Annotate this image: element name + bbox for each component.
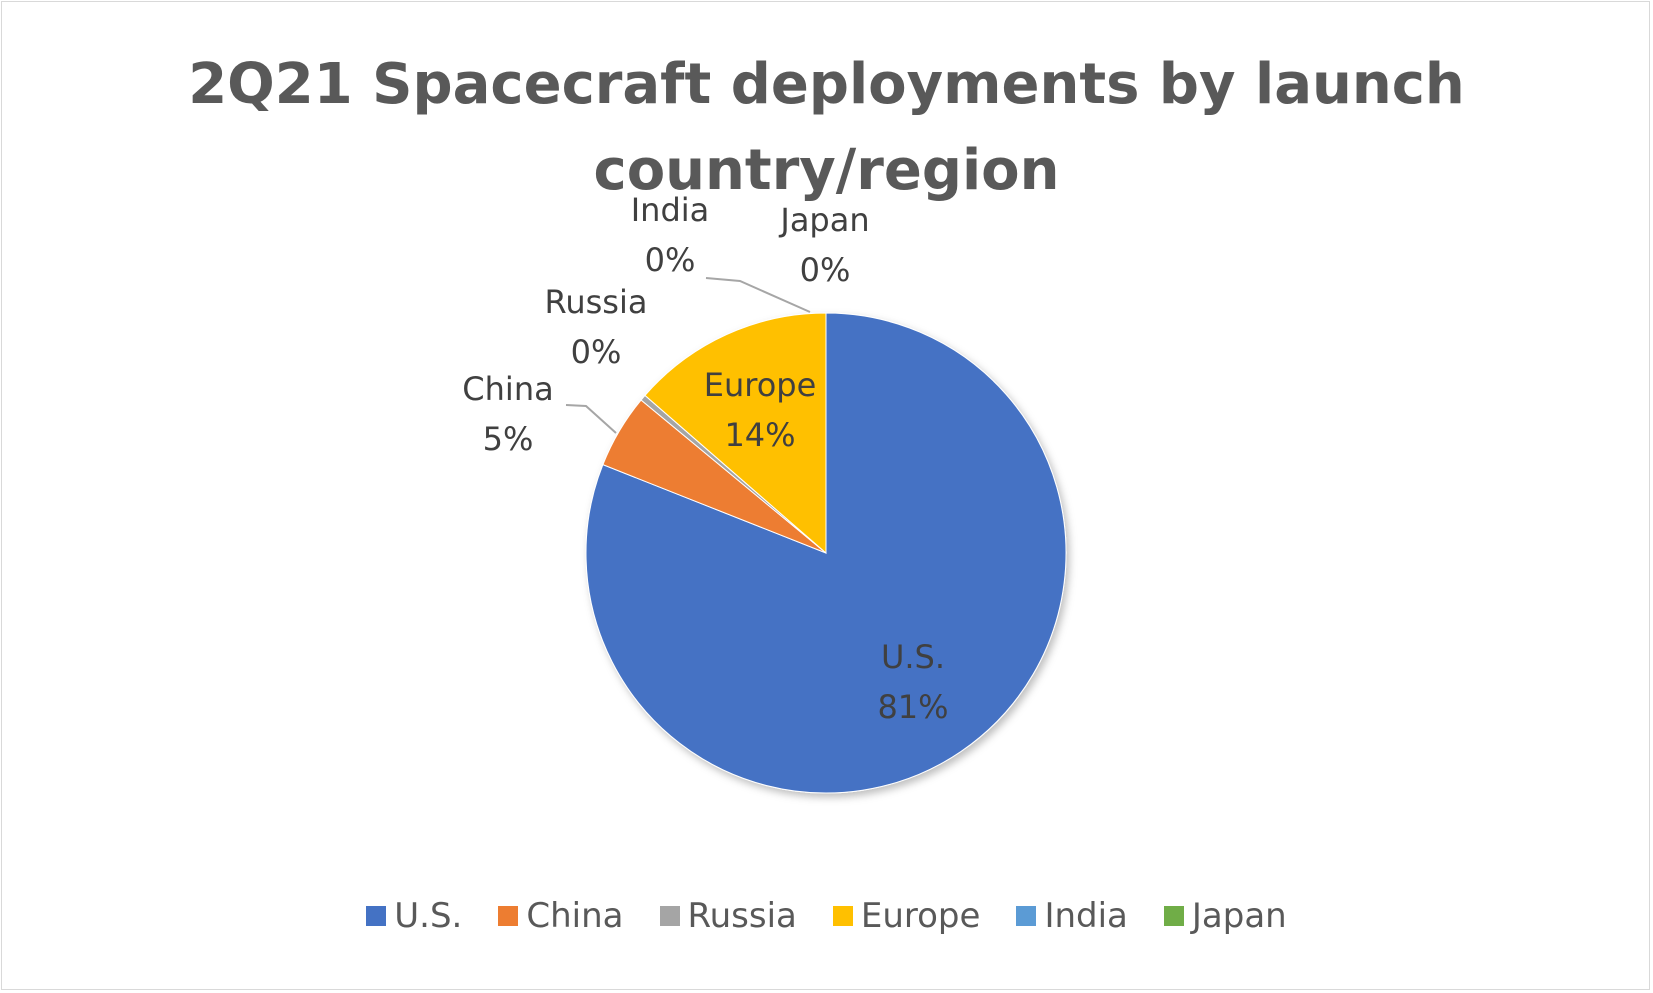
legend-label-china: China [526,896,624,936]
legend-swatch-japan [1163,906,1184,926]
legend-swatch-india [1016,906,1037,926]
data-label-value-russia: 0% [571,333,622,371]
data-label-name-china: China [462,370,553,408]
leader-line-india [705,277,811,313]
legend-swatch-u-s [366,906,387,926]
legend-label-europe: Europe [860,896,981,936]
legend-label-japan: Japan [1191,896,1287,936]
legend-swatch-russia [659,906,680,926]
data-label-name-india: India [631,191,710,229]
legend-item-japan: Japan [1163,896,1287,936]
legend-label-u-s: U.S. [394,896,463,936]
legend-item-europe: Europe [832,896,981,936]
data-label-value-u-s: 81% [877,688,948,726]
legend-swatch-china [498,906,519,926]
legend-swatch-europe [832,906,853,926]
chart-legend: U.S. China Russia Europe India Japan [0,896,1653,936]
data-label-value-china: 5% [483,420,534,458]
data-label-name-u-s: U.S. [881,638,945,676]
data-label-name-russia: Russia [545,283,648,321]
legend-item-u-s: U.S. [366,896,462,936]
data-label-value-europe: 14% [724,416,795,454]
legend-item-russia: Russia [659,896,797,936]
pie-slice-europe [644,312,827,555]
legend-item-china: China [498,896,624,936]
data-label-value-india: 0% [645,241,696,279]
leader-line-china [565,404,617,434]
data-label-name-japan: Japan [778,201,869,239]
data-label-value-japan: 0% [800,251,851,289]
chart-title: 2Q21 Spacecraft deployments by launch co… [188,52,1465,203]
legend-label-india: India [1044,896,1128,936]
legend-item-india: India [1016,896,1128,936]
data-label-name-europe: Europe [704,366,817,404]
pie-slice-u-s [585,312,1067,794]
legend-label-russia: Russia [687,896,797,936]
